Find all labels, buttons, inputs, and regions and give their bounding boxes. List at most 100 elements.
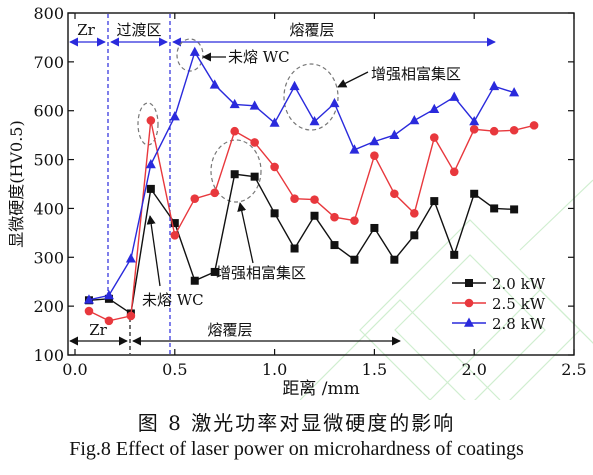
series-2_8kw bbox=[83, 46, 520, 304]
data-point-2_8kw bbox=[449, 91, 460, 101]
legend-marker-2_8kw bbox=[464, 317, 474, 327]
data-point-2_8kw bbox=[83, 294, 94, 304]
legend-label-2_0kw: 2.0 kW bbox=[492, 275, 546, 293]
data-point-2_5kw bbox=[84, 306, 94, 316]
y-tick-label: 400 bbox=[33, 199, 64, 218]
data-point-2_0kw bbox=[390, 255, 399, 264]
data-point-2_0kw bbox=[450, 250, 459, 259]
data-point-2_8kw bbox=[389, 129, 400, 139]
data-point-2_5kw bbox=[104, 316, 114, 326]
series-line-2_0kw bbox=[88, 173, 515, 315]
data-point-2_0kw bbox=[190, 276, 199, 285]
data-point-2_8kw bbox=[509, 87, 520, 97]
data-point-2_8kw bbox=[409, 114, 420, 125]
x-tick-label: 1.0 bbox=[262, 360, 287, 379]
callouts: 未熔 WC 增强相富集区 未熔 WC 增强相富集区 bbox=[137, 38, 461, 309]
y-tick-label: 100 bbox=[33, 346, 64, 365]
data-point-2_8kw bbox=[469, 115, 480, 126]
legend-label-2_5kw: 2.5 kW bbox=[492, 295, 546, 313]
legend-label-2_8kw: 2.8 kW bbox=[492, 315, 546, 333]
x-tick-label: 1.5 bbox=[362, 360, 387, 379]
data-point-2_0kw bbox=[430, 197, 439, 206]
data-point-2_0kw bbox=[230, 170, 239, 179]
data-point-2_5kw bbox=[310, 195, 319, 204]
figure-caption-chinese: 图 8 激光功率对显微硬度的影响 bbox=[137, 411, 456, 435]
data-point-2_0kw bbox=[170, 219, 179, 228]
data-point-2_0kw bbox=[270, 209, 279, 218]
data-point-2_5kw bbox=[390, 189, 399, 199]
data-point-2_5kw bbox=[469, 124, 479, 134]
y-tick-label: 200 bbox=[33, 297, 64, 316]
data-point-2_8kw bbox=[103, 289, 114, 300]
label-enriched-bottom: 增强相富集区 bbox=[216, 264, 306, 282]
data-point-2_8kw bbox=[429, 103, 440, 114]
data-point-2_5kw bbox=[330, 212, 339, 222]
label-unmelted-wc-top: 未熔 WC bbox=[228, 48, 290, 66]
data-point-2_8kw bbox=[289, 80, 300, 91]
data-point-2_5kw bbox=[146, 116, 156, 125]
data-point-2_0kw bbox=[146, 184, 155, 193]
label-top-cladding: 熔覆层 bbox=[289, 21, 334, 39]
y-tick-label: 800 bbox=[33, 4, 64, 23]
series-layer bbox=[83, 46, 539, 326]
background-watermark bbox=[299, 179, 593, 400]
figure-caption-english: Fig.8 Effect of laser power on microhard… bbox=[69, 438, 524, 460]
y-tick-label: 600 bbox=[33, 102, 64, 121]
data-point-2_0kw bbox=[250, 172, 259, 181]
x-tick-label: 2.5 bbox=[561, 360, 586, 379]
y-tick-label: 700 bbox=[33, 53, 64, 72]
data-point-2_5kw bbox=[210, 188, 220, 198]
x-axis-label: 距离 /mm bbox=[282, 379, 359, 399]
data-point-2_8kw bbox=[329, 97, 340, 108]
y-axis-label: 显微硬度(HV0.5) bbox=[7, 120, 26, 247]
data-point-2_0kw bbox=[330, 241, 339, 250]
axis-ticks: 0.0 0.5 1.0 1.5 2.0 2.5 100 200 300 400 500 600 700 8… bbox=[33, 4, 586, 379]
label-top-zr: Zr bbox=[77, 21, 95, 39]
data-point-2_5kw bbox=[170, 231, 180, 240]
data-point-2_0kw bbox=[410, 231, 419, 240]
x-tick-label: 0.0 bbox=[62, 360, 87, 379]
data-point-2_5kw bbox=[126, 311, 136, 321]
region-markers: Zr 过渡区 熔覆层 Zr 熔覆层 bbox=[69, 14, 496, 354]
data-point-2_0kw bbox=[510, 205, 519, 214]
series-2_5kw bbox=[84, 116, 539, 326]
data-point-2_0kw bbox=[350, 255, 359, 264]
data-point-2_8kw bbox=[169, 111, 180, 121]
label-unmelted-wc-bottom: 未熔 WC bbox=[142, 291, 204, 309]
series-line-2_8kw bbox=[88, 50, 515, 301]
data-point-2_5kw bbox=[489, 126, 499, 136]
data-point-2_5kw bbox=[350, 216, 359, 225]
data-point-2_8kw bbox=[125, 253, 136, 263]
data-point-2_0kw bbox=[470, 189, 479, 198]
data-point-2_5kw bbox=[429, 133, 439, 142]
data-point-2_8kw bbox=[369, 135, 380, 146]
y-tick-label: 500 bbox=[33, 151, 64, 170]
data-point-2_8kw bbox=[229, 98, 240, 109]
x-tick-label: 2.0 bbox=[461, 360, 486, 379]
data-point-2_8kw bbox=[209, 79, 220, 89]
data-point-2_5kw bbox=[270, 162, 279, 172]
data-point-2_0kw bbox=[490, 204, 499, 213]
data-point-2_8kw bbox=[189, 46, 200, 56]
label-enriched-top: 增强相富集区 bbox=[371, 65, 461, 83]
data-point-2_5kw bbox=[449, 167, 459, 177]
data-point-2_5kw bbox=[290, 194, 299, 203]
data-point-2_5kw bbox=[529, 121, 539, 130]
data-point-2_8kw bbox=[309, 115, 320, 126]
data-point-2_5kw bbox=[410, 209, 419, 218]
data-point-2_5kw bbox=[250, 138, 259, 147]
chart-legend: 2.0 kW 2.5 kW 2.8 kW bbox=[452, 275, 546, 333]
label-top-transition: 过渡区 bbox=[116, 21, 161, 39]
data-point-2_0kw bbox=[210, 267, 219, 276]
data-point-2_5kw bbox=[230, 126, 239, 136]
legend-marker-2_0kw bbox=[465, 279, 473, 287]
data-point-2_0kw bbox=[370, 223, 379, 232]
data-point-2_0kw bbox=[310, 211, 319, 220]
data-point-2_0kw bbox=[290, 244, 299, 253]
plot-frame bbox=[67, 12, 575, 356]
hardness-chart: 0.0 0.5 1.0 1.5 2.0 2.5 100 200 300 400 500 600 700 8… bbox=[7, 4, 593, 400]
data-point-2_8kw bbox=[349, 144, 360, 154]
data-point-2_5kw bbox=[370, 151, 379, 160]
data-point-2_5kw bbox=[190, 194, 200, 203]
data-point-2_8kw bbox=[145, 158, 156, 169]
